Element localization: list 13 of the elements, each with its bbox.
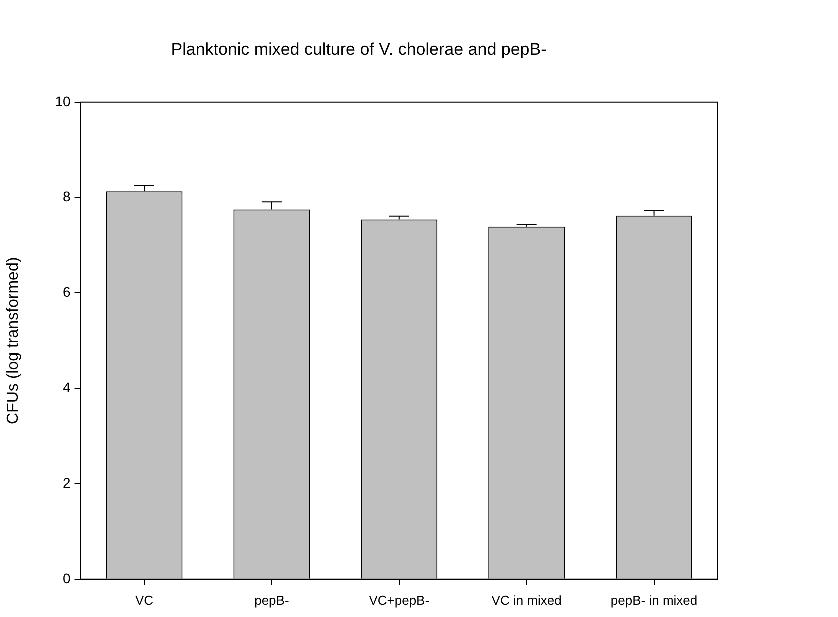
x-tick-label: pepB- (254, 592, 290, 608)
x-tick-label: VC in mixed (492, 592, 562, 608)
y-tick-label: 10 (55, 93, 71, 110)
y-tick-label: 2 (62, 474, 71, 491)
y-tick-label: 4 (62, 379, 71, 396)
y-axis-title: CFUs (log transformed) (5, 257, 22, 424)
y-tick-label: 0 (62, 570, 71, 586)
x-tick-label: VC+pepB- (369, 592, 430, 608)
x-tick-label: VC (135, 592, 154, 608)
y-tick-label: 8 (62, 188, 71, 205)
x-tick-label: pepB- in mixed (610, 592, 698, 608)
y-tick-label: 6 (62, 284, 71, 300)
chart-title: Planktonic mixed culture of V. cholerae and pepB- (171, 40, 547, 59)
